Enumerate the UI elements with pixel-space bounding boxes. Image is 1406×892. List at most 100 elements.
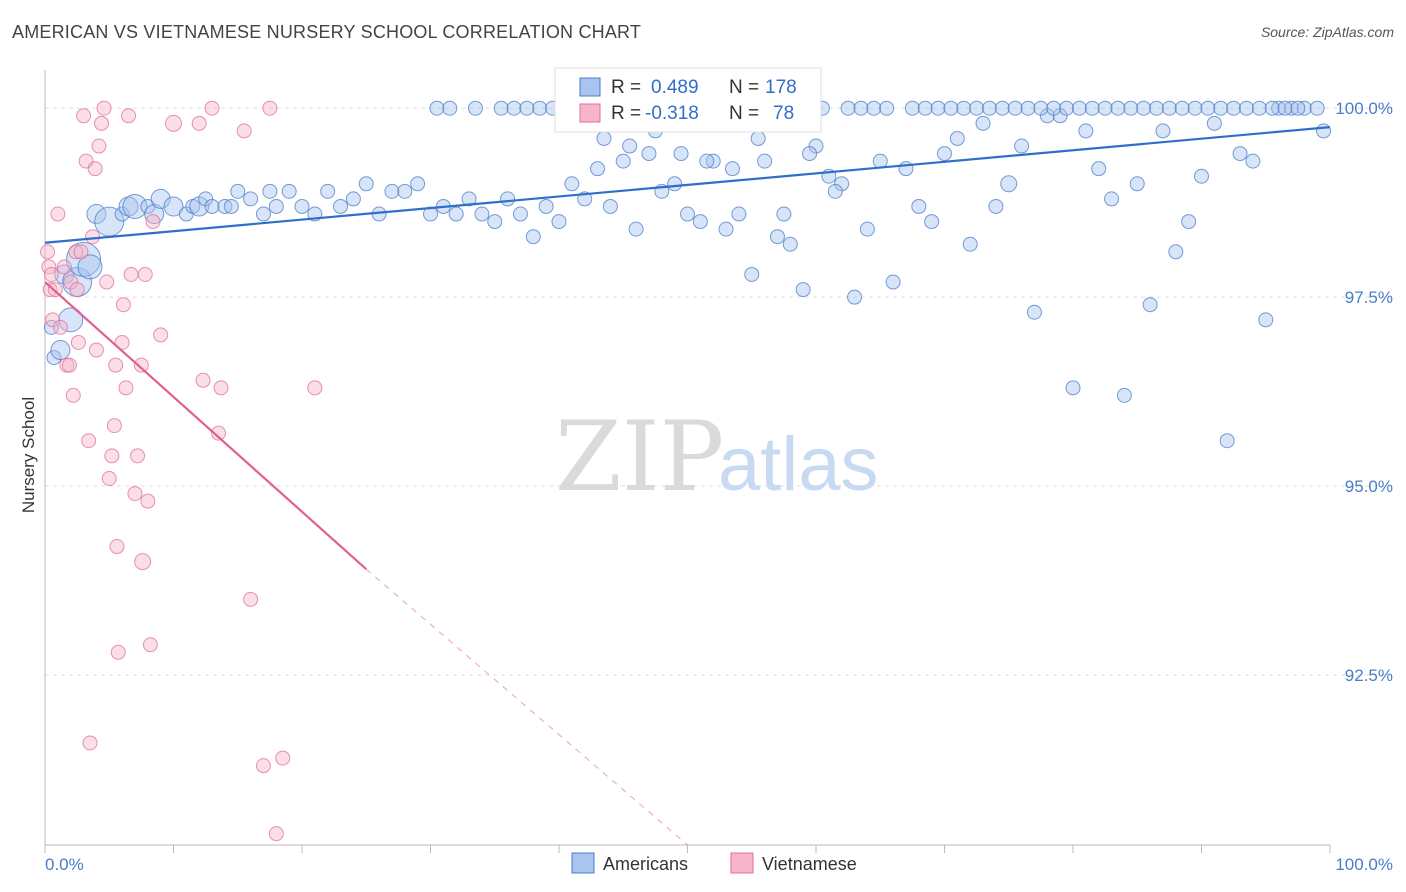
data-point: [94, 115, 110, 131]
legend-americans-r-value: 0.489: [651, 77, 699, 98]
data-point: [1091, 161, 1107, 177]
data-point: [724, 161, 740, 177]
data-point: [163, 196, 184, 217]
data-point: [52, 319, 68, 335]
data-point: [641, 146, 657, 162]
data-point: [1104, 191, 1120, 207]
legend-americans-n-label: N =: [729, 77, 759, 98]
data-point: [1251, 100, 1267, 116]
data-point: [410, 176, 426, 192]
data-point: [1123, 100, 1139, 116]
data-point: [40, 244, 56, 260]
data-point: [917, 100, 933, 116]
data-point: [294, 198, 310, 214]
data-point: [1142, 297, 1158, 313]
legend-stats: R = 0.489 N = 178 R = -0.318 N = 78: [554, 67, 822, 133]
data-point: [88, 342, 104, 358]
legend-bottom-vietnamese-swatch: [730, 852, 754, 874]
data-point: [43, 266, 59, 282]
data-point: [937, 146, 952, 162]
data-point: [718, 221, 734, 237]
data-point: [66, 241, 102, 277]
data-point: [442, 100, 458, 116]
data-point: [1000, 175, 1018, 193]
data-point: [198, 191, 214, 207]
data-point: [397, 183, 413, 199]
data-point: [1296, 100, 1312, 116]
x-axis-ticks: [44, 845, 1331, 853]
legend-americans-n-value: 178: [765, 77, 797, 98]
data-point: [121, 108, 137, 124]
x-tick-label-min: 0.0%: [45, 855, 84, 874]
data-point: [153, 327, 169, 343]
data-point: [1161, 100, 1177, 116]
data-point: [195, 372, 211, 388]
legend-bottom-vietnamese-label: Vietnamese: [762, 854, 857, 874]
data-point: [564, 176, 580, 192]
data-point: [943, 100, 959, 116]
data-point: [808, 138, 824, 154]
data-point: [1116, 387, 1132, 403]
data-point: [358, 176, 374, 192]
data-point: [65, 387, 81, 403]
watermark-atlas: atlas: [718, 422, 879, 507]
legend-vietnamese-n-label: N =: [729, 103, 759, 124]
data-point: [827, 183, 843, 199]
y-tick-label: 100.0%: [1335, 99, 1393, 118]
data-point: [731, 206, 747, 222]
data-point: [320, 183, 336, 199]
data-point: [956, 100, 972, 116]
data-point: [268, 198, 284, 214]
data-point: [795, 282, 811, 298]
data-point: [106, 418, 122, 434]
data-point: [1052, 108, 1068, 124]
data-point: [77, 254, 103, 280]
data-point: [1046, 100, 1062, 116]
data-point: [930, 100, 946, 116]
data-point: [1232, 146, 1248, 162]
vietnamese-points: [40, 100, 323, 842]
data-point: [429, 100, 445, 116]
data-point: [487, 214, 503, 230]
data-point: [82, 735, 98, 751]
data-point: [1283, 100, 1299, 116]
data-point: [1168, 244, 1184, 260]
data-point: [1155, 123, 1171, 139]
data-point: [519, 100, 535, 116]
data-point: [236, 123, 252, 139]
data-point: [104, 448, 120, 464]
data-point: [1014, 138, 1030, 154]
data-point: [281, 183, 297, 199]
data-point: [757, 153, 773, 169]
y-axis-tick-labels: 92.5% 95.0% 97.5% 100.0%: [1335, 99, 1393, 685]
data-point: [590, 161, 606, 177]
data-point: [840, 100, 856, 116]
data-point: [243, 191, 259, 207]
data-point: [879, 100, 895, 116]
data-point: [58, 307, 84, 333]
data-point: [1039, 108, 1055, 124]
data-point: [853, 100, 869, 116]
data-point: [975, 115, 991, 131]
data-point: [628, 221, 644, 237]
data-point: [268, 826, 284, 842]
data-point: [1206, 115, 1222, 131]
data-point: [834, 176, 850, 192]
data-point: [63, 274, 79, 290]
data-point: [50, 206, 66, 222]
data-point: [847, 289, 863, 305]
data-point: [118, 380, 134, 396]
data-point: [1078, 123, 1094, 139]
y-axis-label: Nursery School: [19, 397, 38, 513]
data-point: [532, 100, 548, 116]
data-point: [1174, 100, 1190, 116]
data-point: [230, 183, 246, 199]
data-point: [859, 221, 875, 237]
data-point: [1084, 100, 1100, 116]
data-point: [127, 486, 143, 502]
watermark: ZIP atlas: [555, 401, 879, 513]
data-point: [467, 100, 483, 116]
data-point: [50, 340, 71, 361]
data-point: [1219, 433, 1235, 449]
vietnamese-trend-line: [44, 281, 367, 571]
